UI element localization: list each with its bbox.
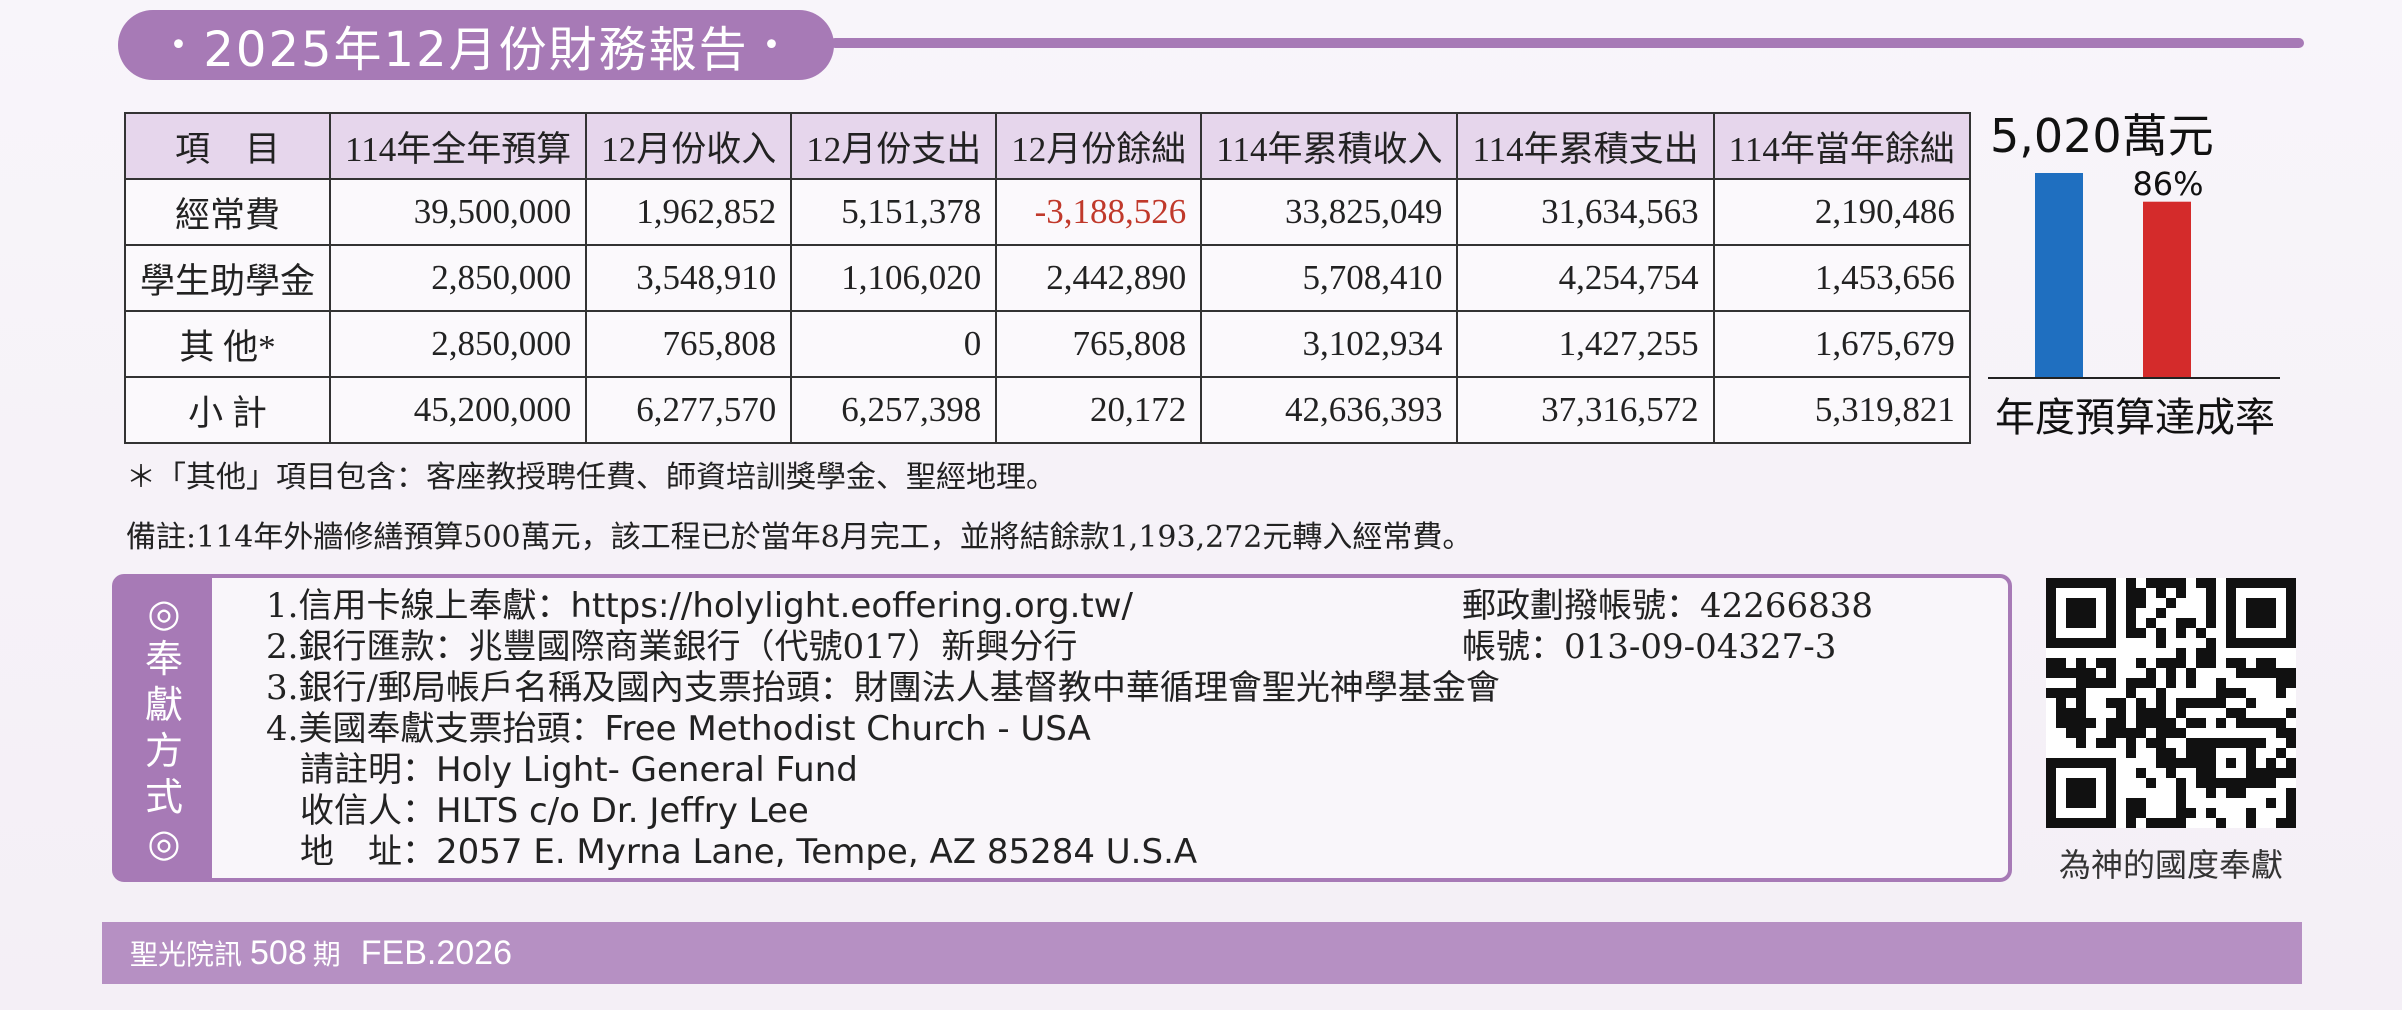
chart-total-label: 5,020萬元	[1990, 109, 2214, 163]
row-label: 其 他*	[123, 310, 332, 378]
financial-table: 項 目 114年全年預算 12月份收入 12月份支出 12月份餘絀 114年累積…	[123, 112, 1971, 444]
table-cell: 2,442,890	[995, 244, 1203, 312]
line6-value: HLTS c/o Dr. Jeffry Lee	[436, 791, 809, 831]
line7-prefix: 地 址：	[266, 832, 436, 872]
table-cell: 1,453,656	[1712, 244, 1971, 312]
footer-issue: 508	[250, 933, 307, 972]
table-cell: 765,808	[995, 310, 1203, 378]
table-cell-negative: -3,188,526	[995, 178, 1203, 246]
tab-char: ◎	[147, 821, 181, 865]
footer-issue-unit: 期	[312, 939, 341, 970]
other-items-note: ＊「其他」項目包含：客座教授聘任費、師資培訓獎學金、聖經地理。	[126, 460, 1056, 495]
offering-tab-label: ◎ 奉 獻 方 式 ◎	[116, 578, 212, 878]
header-cum-income: 114年累積收入	[1200, 112, 1459, 180]
tab-char: 奉	[144, 637, 183, 681]
table-cell: 45,200,000	[329, 376, 588, 444]
report-title-banner: • 2025年12月份財務報告 •	[118, 10, 834, 80]
table-row: 小 計 45,200,000 6,277,570 6,257,398 20,17…	[123, 376, 1971, 444]
table-row: 其 他* 2,850,000 765,808 0 765,808 3,102,9…	[123, 310, 1971, 378]
offering-lines: 1.信用卡線上奉獻：https://holylight.eoffering.or…	[266, 586, 1500, 873]
title-dot-left: •	[169, 27, 190, 63]
line7-value: 2057 E. Myrna Lane, Tempe, AZ 85284 U.S.…	[436, 832, 1198, 872]
table-cell: 20,172	[995, 376, 1203, 444]
bank-account: 帳號：013-09-04327-3	[1462, 627, 1837, 667]
table-cell: 765,808	[585, 310, 793, 378]
online-offering-link[interactable]: https://holylight.eoffering.org.tw/	[570, 586, 1133, 626]
table-cell: 5,708,410	[1200, 244, 1459, 312]
tab-char: 式	[144, 775, 183, 819]
chart-bar-1	[2035, 173, 2083, 378]
line5-value: Holy Light- General Fund	[436, 750, 858, 790]
postal-account: 郵政劃撥帳號：42266838	[1462, 586, 1874, 626]
row-label: 小 計	[123, 376, 332, 444]
header-dec-balance: 12月份餘絀	[995, 112, 1203, 180]
offering-line-1: 1.信用卡線上奉獻：https://holylight.eoffering.or…	[266, 586, 1500, 627]
tab-char: 獻	[144, 683, 183, 727]
header-dec-income: 12月份收入	[585, 112, 793, 180]
table-cell: 31,634,563	[1456, 178, 1715, 246]
table-cell: 4,254,754	[1456, 244, 1715, 312]
offering-line-2: 2.銀行匯款：兆豐國際商業銀行（代號017）新興分行	[266, 627, 1078, 667]
table-row: 學生助學金 2,850,000 3,548,910 1,106,020 2,44…	[123, 244, 1971, 312]
chart-bar-2	[2143, 201, 2191, 378]
line5-prefix: 請註明：	[266, 750, 436, 790]
table-cell: 1,962,852	[585, 178, 793, 246]
header-cum-expense: 114年累積支出	[1456, 112, 1715, 180]
title-divider	[830, 38, 2304, 48]
chart-caption: 年度預算達成率	[1995, 395, 2275, 441]
offering-line-5: 請註明：Holy Light- General Fund	[266, 750, 1500, 791]
table-cell: 39,500,000	[329, 178, 588, 246]
row-label: 經常費	[123, 178, 332, 246]
qr-modules	[2046, 578, 2296, 828]
table-cell: 1,675,679	[1712, 310, 1971, 378]
header-dec-expense: 12月份支出	[790, 112, 998, 180]
tab-char: ◎	[147, 591, 181, 635]
remark-note: 備註:114年外牆修繕預算500萬元，該工程已於當年8月完工，並將結餘款1,19…	[126, 520, 1473, 555]
table-header-row: 項 目 114年全年預算 12月份收入 12月份支出 12月份餘絀 114年累積…	[123, 112, 1971, 180]
offering-line-3: 3.銀行/郵局帳戶名稱及國內支票抬頭：財團法人基督教中華循理會聖光神學基金會	[266, 668, 1500, 708]
table-cell: 6,257,398	[790, 376, 998, 444]
offering-methods-box: ◎ 奉 獻 方 式 ◎ 1.信用卡線上奉獻：https://holylight.…	[112, 574, 2012, 882]
footer-bar: 聖光院訊 508 期 FEB.2026	[102, 922, 2302, 984]
title-dot-right: •	[762, 27, 783, 63]
table-cell: 3,102,934	[1200, 310, 1459, 378]
line4-value: Free Methodist Church - USA	[604, 709, 1091, 749]
report-title: 2025年12月份財務報告	[203, 22, 749, 78]
budget-achievement-chart: 5,020萬元 86% 年度預算達成率	[1980, 100, 2300, 460]
table-cell: 1,106,020	[790, 244, 998, 312]
table-cell: 42,636,393	[1200, 376, 1459, 444]
offering-line-6: 收信人：HLTS c/o Dr. Jeffry Lee	[266, 791, 1500, 832]
chart-svg	[1988, 173, 2280, 379]
tab-char: 方	[144, 729, 183, 773]
table-row: 經常費 39,500,000 1,962,852 5,151,378 -3,18…	[123, 178, 1971, 246]
chart-percent-label: 86%	[2132, 165, 2204, 203]
qr-code-graphic	[2046, 578, 2296, 828]
table-cell: 1,427,255	[1456, 310, 1715, 378]
table-cell: 3,548,910	[585, 244, 793, 312]
header-item: 項 目	[123, 112, 332, 180]
table-cell: 37,316,572	[1456, 376, 1715, 444]
table-cell: 2,850,000	[329, 244, 588, 312]
table-cell: 33,825,049	[1200, 178, 1459, 246]
line4-prefix: 4.美國奉獻支票抬頭：	[266, 709, 605, 749]
header-year-balance: 114年當年餘絀	[1712, 112, 1971, 180]
footer-date: FEB.2026	[360, 933, 512, 972]
table-cell: 0	[790, 310, 998, 378]
table-cell: 6,277,570	[585, 376, 793, 444]
table-cell: 5,319,821	[1712, 376, 1971, 444]
offering-line-4: 4.美國奉獻支票抬頭：Free Methodist Church - USA	[266, 709, 1500, 750]
footer-publication: 聖光院訊	[130, 939, 243, 970]
qr-code-icon[interactable]	[2046, 578, 2296, 828]
table-cell: 5,151,378	[790, 178, 998, 246]
line6-prefix: 收信人：	[266, 791, 436, 831]
row-label: 學生助學金	[123, 244, 332, 312]
header-annual-budget: 114年全年預算	[329, 112, 588, 180]
table-cell: 2,850,000	[329, 310, 588, 378]
qr-caption: 為神的國度奉獻	[2058, 846, 2283, 884]
offering-line-7: 地 址：2057 E. Myrna Lane, Tempe, AZ 85284 …	[266, 832, 1500, 873]
table-cell: 2,190,486	[1712, 178, 1971, 246]
line1-prefix: 1.信用卡線上奉獻：	[266, 586, 571, 626]
